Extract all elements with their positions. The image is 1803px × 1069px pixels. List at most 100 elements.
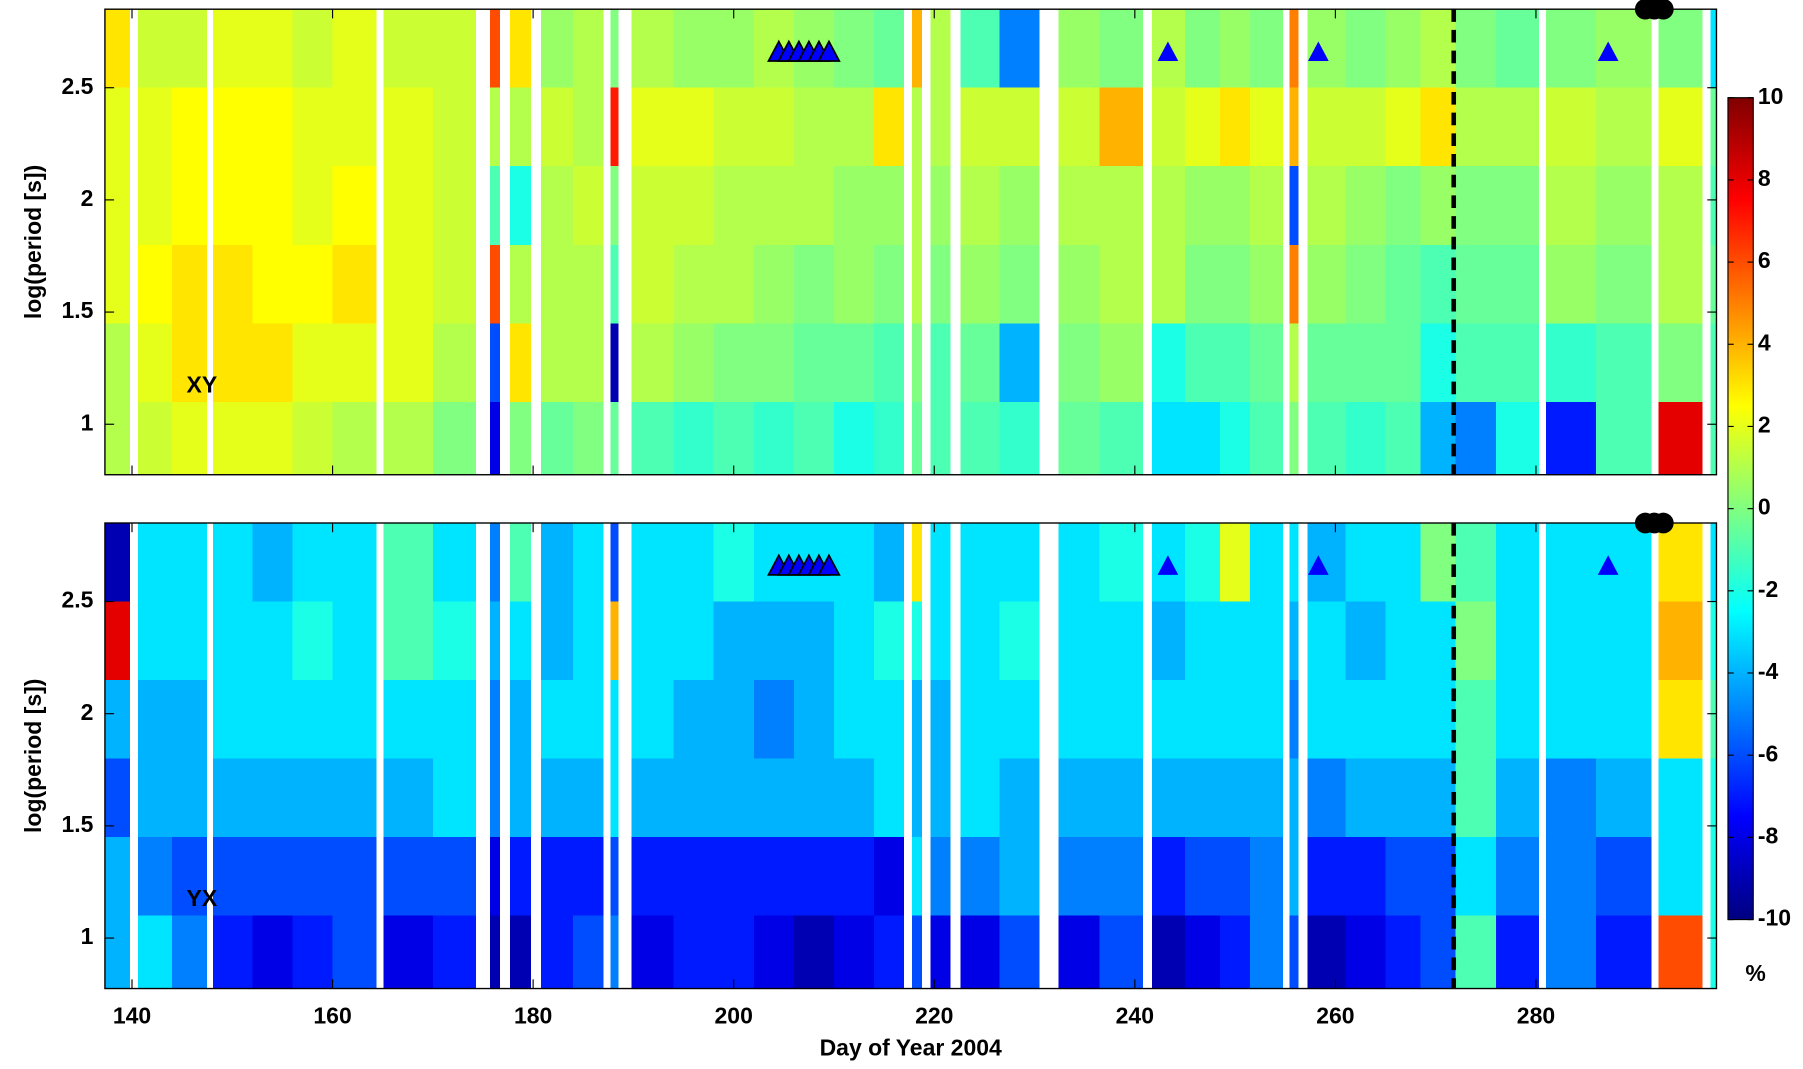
heatmap-cell <box>573 523 604 602</box>
heatmap-cell <box>490 601 501 681</box>
heatmap-cell <box>1307 401 1346 475</box>
heatmap-cell <box>930 87 951 167</box>
heatmap-cell <box>252 680 293 759</box>
heatmap-cell <box>1099 523 1143 602</box>
heatmap-cell <box>1420 758 1456 838</box>
heatmap-cell <box>1184 837 1221 916</box>
heatmap-cell <box>930 401 951 475</box>
heatmap-cell <box>1385 758 1421 838</box>
colorbar-tick-label: 4 <box>1758 329 1771 355</box>
heatmap-cell <box>610 323 619 402</box>
heatmap-cell <box>432 915 476 989</box>
heatmap-cell <box>213 323 253 402</box>
heatmap-cell <box>631 758 674 838</box>
heatmap-cell <box>1455 601 1496 681</box>
heatmap-cell <box>960 601 1000 681</box>
heatmap-cell <box>138 837 173 916</box>
heatmap-cell <box>383 87 433 167</box>
heatmap-cell <box>541 680 574 759</box>
heatmap-cell <box>490 915 501 989</box>
heatmap-cell <box>1345 758 1386 838</box>
heatmap-cell <box>490 523 501 602</box>
heatmap-cell <box>1289 680 1299 759</box>
heatmap-cell <box>432 601 476 681</box>
heatmap-cell <box>1289 915 1299 989</box>
heatmap-cell <box>138 601 173 681</box>
heatmap-cell <box>610 9 619 88</box>
heatmap-cell <box>1455 837 1496 916</box>
heatmap-cell <box>793 601 834 681</box>
heatmap-cell <box>999 680 1040 759</box>
heatmap-cell <box>1385 87 1421 167</box>
colorbar-tick-label: -4 <box>1758 658 1779 684</box>
heatmap-cell <box>292 166 333 245</box>
heatmap-cell <box>541 323 574 402</box>
heatmap-cell <box>874 323 905 402</box>
heatmap-cell <box>541 915 574 989</box>
heatmap-cell <box>252 601 293 681</box>
heatmap-cell <box>1307 601 1346 681</box>
heatmap-cell <box>912 9 923 88</box>
heatmap-cell <box>541 523 574 602</box>
heatmap-cell <box>510 758 532 838</box>
heatmap-cell <box>172 601 208 681</box>
heatmap-cell <box>673 915 714 989</box>
heatmap-cell <box>833 523 875 602</box>
heatmap-cell <box>793 758 834 838</box>
heatmap-cell <box>1289 601 1299 681</box>
heatmap-cell <box>1596 837 1652 916</box>
heatmap-cell <box>292 523 333 602</box>
heatmap-cell <box>631 680 674 759</box>
heatmap-cell <box>713 523 754 602</box>
heatmap-cell <box>172 9 208 88</box>
heatmap-cell <box>912 680 923 759</box>
heatmap-cell <box>1455 758 1496 838</box>
heatmap-cell <box>1385 401 1421 475</box>
heatmap-cell <box>1385 9 1421 88</box>
heatmap-cell <box>332 87 377 167</box>
heatmap-cell <box>1658 837 1703 916</box>
heatmap-cell <box>1495 87 1539 167</box>
heatmap-cell <box>1220 758 1251 838</box>
heatmap-cell <box>1385 523 1421 602</box>
heatmap-cell <box>1099 9 1143 88</box>
heatmap-cell <box>1596 758 1652 838</box>
heatmap-cell <box>1099 758 1143 838</box>
heatmap-cell <box>1184 523 1221 602</box>
heatmap-cell <box>1307 9 1346 88</box>
heatmap-cell <box>490 323 501 402</box>
heatmap-cell <box>631 915 674 989</box>
heatmap-cell <box>1184 680 1221 759</box>
heatmap-cell <box>1495 680 1539 759</box>
heatmap-cell <box>1420 87 1456 167</box>
heatmap-cell <box>631 323 674 402</box>
heatmap-cell <box>1220 323 1251 402</box>
heatmap-cell <box>172 837 208 916</box>
heatmap-cell <box>1289 166 1299 245</box>
panel-annotation: XY <box>187 371 218 397</box>
heatmap-cell <box>1545 680 1597 759</box>
heatmap-cell <box>1710 601 1717 681</box>
heatmap-cell <box>383 915 433 989</box>
heatmap-cell <box>510 837 532 916</box>
heatmap-cell <box>432 758 476 838</box>
heatmap-cell <box>1455 323 1496 402</box>
heatmap-cell <box>490 680 501 759</box>
heatmap-cell <box>1307 323 1346 402</box>
heatmap-cell <box>490 9 501 88</box>
heatmap-cell <box>1058 323 1100 402</box>
heatmap-cell <box>292 401 333 475</box>
heatmap-cell <box>1455 166 1496 245</box>
heatmap-cell <box>1495 166 1539 245</box>
heatmap-cell <box>332 601 377 681</box>
heatmap-cell <box>1058 9 1100 88</box>
heatmap-cell <box>631 166 674 245</box>
heatmap-cell <box>1184 166 1221 245</box>
heatmap-cell <box>1495 523 1539 602</box>
heatmap-cell <box>960 323 1000 402</box>
heatmap-cell <box>999 166 1040 245</box>
heatmap-cell <box>104 323 130 402</box>
panel-annotation: YX <box>187 885 218 911</box>
heatmap-cell <box>1710 87 1717 167</box>
heatmap-cell <box>213 601 253 681</box>
